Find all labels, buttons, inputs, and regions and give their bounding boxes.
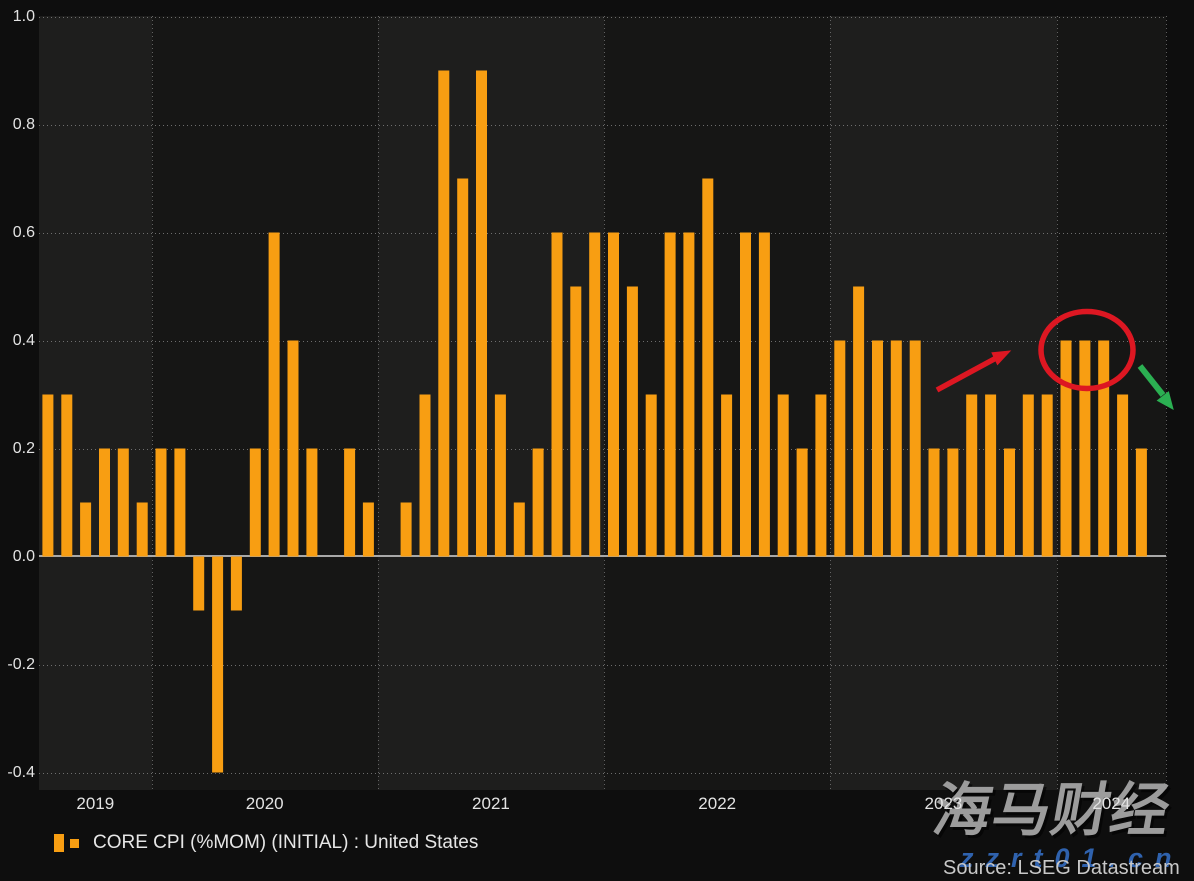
- year-band-2019: [39, 16, 152, 790]
- x-year-label-2024: 2024: [1092, 794, 1131, 813]
- x-year-label-2020: 2020: [245, 794, 284, 813]
- gridline-x: [1056, 16, 1058, 792]
- year-band-2022: [604, 16, 831, 790]
- y-tick-label--0.2: -0.2: [7, 655, 35, 673]
- y-tick-label-1.0: 1.0: [12, 7, 35, 25]
- gridline-y-1: [39, 16, 1166, 18]
- y-tick-label--0.4: -0.4: [7, 763, 35, 781]
- y-tick-label-0.2: 0.2: [12, 439, 35, 457]
- gridline-y--0.4: [39, 772, 1166, 774]
- gridline-y-0.2: [39, 448, 1166, 450]
- gridline-y-0.8: [39, 124, 1166, 126]
- gridline-y--0.2: [39, 664, 1166, 666]
- y-tick-label-0.8: 0.8: [12, 115, 35, 133]
- watermark-site: zzrt01.cn: [960, 843, 1184, 873]
- x-year-label-2021: 2021: [472, 794, 510, 813]
- gridline-x: [377, 16, 379, 792]
- legend-bar-marker-small-icon: [70, 838, 79, 848]
- x-year-label-2023: 2023: [924, 794, 963, 813]
- gridline-y-0.6: [39, 232, 1166, 234]
- year-band-2021: [377, 16, 605, 790]
- gridline-x: [604, 16, 606, 792]
- y-tick-label-0.6: 0.6: [12, 223, 35, 241]
- year-band-2023: [830, 16, 1057, 790]
- x-year-label-2019: 2019: [76, 794, 115, 813]
- y-tick-label-0.0: 0.0: [12, 547, 35, 565]
- gridline-y-0.4: [39, 340, 1166, 342]
- legend: CORE CPI (%MOM) (INITIAL) : United State…: [54, 832, 478, 854]
- year-band-2020: [151, 16, 378, 790]
- legend-label: CORE CPI (%MOM) (INITIAL) : United State…: [93, 832, 479, 853]
- gridline-x: [151, 16, 153, 792]
- y-tick-label-0.4: 0.4: [12, 331, 35, 349]
- x-year-label-2022: 2022: [698, 794, 737, 813]
- source-attribution: Source: LSEG Datastream: [943, 857, 1180, 879]
- gridline-x: [1166, 16, 1167, 792]
- year-band-2024: [1056, 16, 1166, 790]
- legend-bar-marker-icon: [54, 834, 64, 852]
- zero-axis-line: [39, 555, 1166, 557]
- gridline-x: [830, 16, 832, 792]
